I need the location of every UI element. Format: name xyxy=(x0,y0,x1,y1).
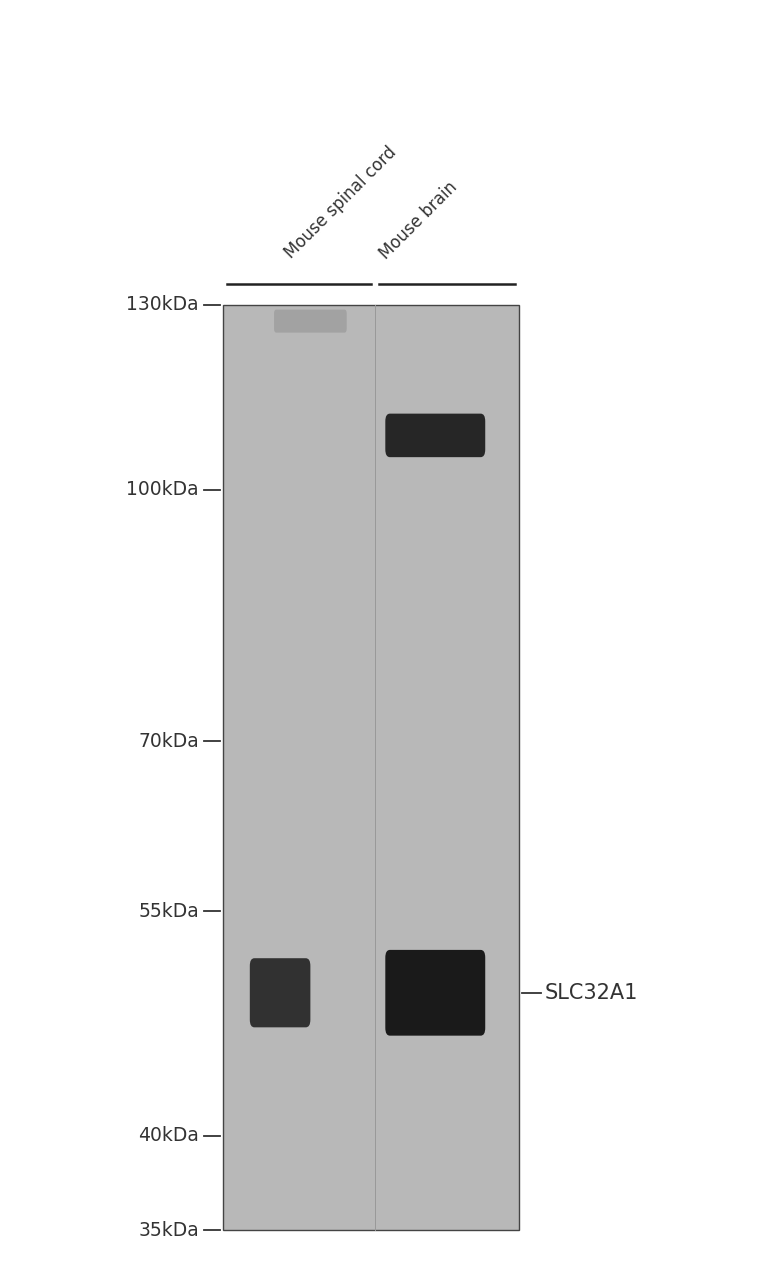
Text: 35kDa: 35kDa xyxy=(139,1221,199,1239)
FancyBboxPatch shape xyxy=(250,959,310,1028)
Text: 100kDa: 100kDa xyxy=(126,480,199,499)
Text: 40kDa: 40kDa xyxy=(139,1126,199,1146)
Text: 70kDa: 70kDa xyxy=(139,732,199,751)
Text: 130kDa: 130kDa xyxy=(126,296,199,314)
Text: Mouse spinal cord: Mouse spinal cord xyxy=(281,143,400,262)
Text: 55kDa: 55kDa xyxy=(139,902,199,920)
FancyBboxPatch shape xyxy=(385,950,485,1036)
Text: Mouse brain: Mouse brain xyxy=(375,178,460,262)
FancyBboxPatch shape xyxy=(385,413,485,457)
Bar xyxy=(223,305,519,1230)
Text: SLC32A1: SLC32A1 xyxy=(545,983,638,1002)
FancyBboxPatch shape xyxy=(274,310,347,333)
